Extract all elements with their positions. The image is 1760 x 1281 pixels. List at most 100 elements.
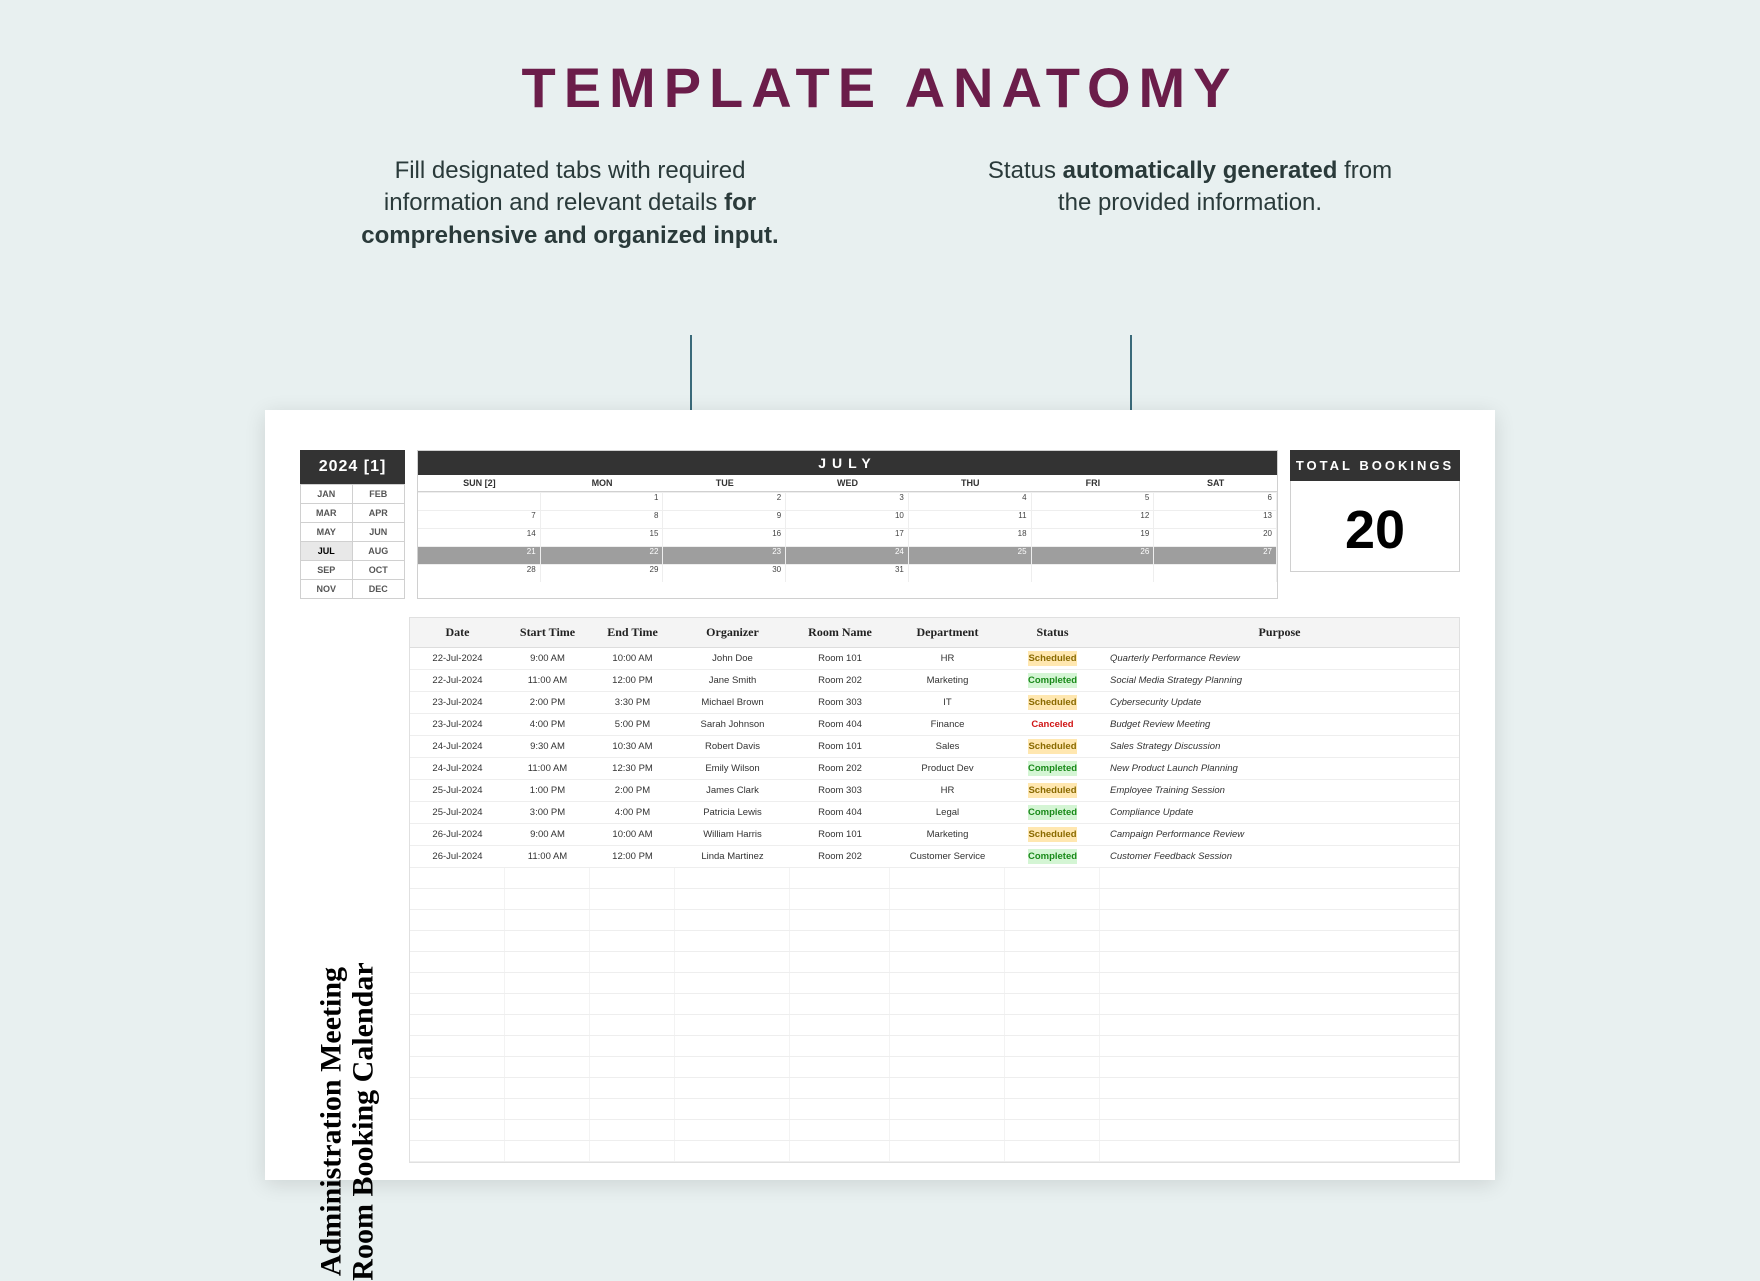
cal-cell[interactable]: 19: [1032, 528, 1155, 546]
caption-right-pre: Status: [988, 157, 1063, 184]
month-cell-aug[interactable]: AUG: [353, 541, 405, 560]
table-cell: William Harris: [675, 824, 790, 845]
cal-cell[interactable]: [1032, 564, 1155, 582]
table-row: 24-Jul-202411:00 AM12:30 PMEmily WilsonR…: [410, 758, 1459, 780]
table-header: DateStart TimeEnd TimeOrganizerRoom Name…: [410, 618, 1459, 648]
empty-row: [410, 952, 1459, 973]
cal-day-header: FRI: [1032, 475, 1155, 491]
cal-cell[interactable]: 15: [541, 528, 664, 546]
purpose-cell: Quarterly Performance Review: [1100, 648, 1459, 669]
cal-cell[interactable]: 1: [541, 492, 664, 510]
cal-cell[interactable]: 17: [786, 528, 909, 546]
empty-row: [410, 1078, 1459, 1099]
table-row: 22-Jul-202411:00 AM12:00 PMJane SmithRoo…: [410, 670, 1459, 692]
cal-cell[interactable]: 27: [1154, 546, 1277, 564]
table-cell: 10:30 AM: [590, 736, 675, 757]
month-cell-may[interactable]: MAY: [301, 522, 353, 541]
cal-cell[interactable]: 29: [541, 564, 664, 582]
table-cell: 12:00 PM: [590, 846, 675, 867]
table-row: 23-Jul-20244:00 PM5:00 PMSarah JohnsonRo…: [410, 714, 1459, 736]
cal-day-header: TUE: [663, 475, 786, 491]
month-cell-mar[interactable]: MAR: [301, 503, 353, 522]
table-cell: 23-Jul-2024: [410, 692, 505, 713]
status-cell: Completed: [1005, 802, 1100, 823]
status-badge: Scheduled: [1028, 651, 1076, 666]
purpose-cell: Campaign Performance Review: [1100, 824, 1459, 845]
status-cell: Completed: [1005, 758, 1100, 779]
cal-cell[interactable]: 7: [418, 510, 541, 528]
cal-cell[interactable]: [418, 492, 541, 510]
table-cell: 23-Jul-2024: [410, 714, 505, 735]
month-cell-feb[interactable]: FEB: [353, 484, 405, 503]
cal-cell[interactable]: 12: [1032, 510, 1155, 528]
table-row: 25-Jul-20243:00 PM4:00 PMPatricia LewisR…: [410, 802, 1459, 824]
table-cell: Marketing: [890, 824, 1005, 845]
empty-row: [410, 1036, 1459, 1057]
month-cell-apr[interactable]: APR: [353, 503, 405, 522]
cal-cell[interactable]: 22: [541, 546, 664, 564]
cal-cell[interactable]: 2: [663, 492, 786, 510]
status-badge: Scheduled: [1028, 783, 1076, 798]
table-cell: 3:30 PM: [590, 692, 675, 713]
cal-day-header: SAT: [1154, 475, 1277, 491]
purpose-cell: Employee Training Session: [1100, 780, 1459, 801]
lower-section: Administration Meeting Room Booking Cale…: [300, 617, 1460, 1163]
cal-cell[interactable]: 16: [663, 528, 786, 546]
cal-cell[interactable]: 13: [1154, 510, 1277, 528]
cal-cell[interactable]: 11: [909, 510, 1032, 528]
cal-cell[interactable]: 4: [909, 492, 1032, 510]
side-title-line1: Administration Meeting: [315, 967, 348, 1276]
month-cell-nov[interactable]: NOV: [301, 579, 353, 598]
status-badge: Completed: [1028, 849, 1077, 864]
empty-row: [410, 889, 1459, 910]
cal-cell[interactable]: 21: [418, 546, 541, 564]
cal-cell[interactable]: 24: [786, 546, 909, 564]
cal-cell[interactable]: 14: [418, 528, 541, 546]
cal-cell[interactable]: 3: [786, 492, 909, 510]
month-cell-oct[interactable]: OCT: [353, 560, 405, 579]
table-cell: John Doe: [675, 648, 790, 669]
cal-cell[interactable]: 20: [1154, 528, 1277, 546]
template-card: 2024 [1] JANFEBMARAPRMAYJUNJULAUGSEPOCTN…: [265, 410, 1495, 1180]
caption-left: Fill designated tabs with required infor…: [360, 155, 780, 252]
cal-cell[interactable]: 23: [663, 546, 786, 564]
cal-cell[interactable]: [1154, 564, 1277, 582]
month-cell-jun[interactable]: JUN: [353, 522, 405, 541]
cal-cell[interactable]: 18: [909, 528, 1032, 546]
table-cell: 2:00 PM: [505, 692, 590, 713]
month-cell-jan[interactable]: JAN: [301, 484, 353, 503]
cal-cell[interactable]: 10: [786, 510, 909, 528]
cal-cell[interactable]: 25: [909, 546, 1032, 564]
table-cell: 22-Jul-2024: [410, 648, 505, 669]
table-cell: 11:00 AM: [505, 670, 590, 691]
cal-cell[interactable]: 8: [541, 510, 664, 528]
cal-cell[interactable]: [909, 564, 1032, 582]
calendar-body: 1234567891011121314151617181920212223242…: [418, 492, 1277, 582]
month-grid: JANFEBMARAPRMAYJUNJULAUGSEPOCTNOVDEC: [300, 484, 405, 599]
month-cell-dec[interactable]: DEC: [353, 579, 405, 598]
cal-cell[interactable]: 6: [1154, 492, 1277, 510]
table-row: 26-Jul-202411:00 AM12:00 PMLinda Martine…: [410, 846, 1459, 868]
cal-cell[interactable]: 26: [1032, 546, 1155, 564]
purpose-cell: Sales Strategy Discussion: [1100, 736, 1459, 757]
empty-row: [410, 1015, 1459, 1036]
table-cell: Legal: [890, 802, 1005, 823]
status-cell: Scheduled: [1005, 648, 1100, 669]
month-cell-jul[interactable]: JUL: [301, 541, 353, 560]
month-cell-sep[interactable]: SEP: [301, 560, 353, 579]
table-cell: Customer Service: [890, 846, 1005, 867]
cal-cell[interactable]: 5: [1032, 492, 1155, 510]
cal-cell[interactable]: 28: [418, 564, 541, 582]
cal-cell[interactable]: 9: [663, 510, 786, 528]
status-cell: Scheduled: [1005, 780, 1100, 801]
status-badge: Completed: [1028, 761, 1077, 776]
empty-row: [410, 868, 1459, 889]
table-cell: HR: [890, 648, 1005, 669]
bookings-label: TOTAL BOOKINGS: [1290, 450, 1460, 481]
cal-cell[interactable]: 31: [786, 564, 909, 582]
purpose-cell: New Product Launch Planning: [1100, 758, 1459, 779]
cal-cell[interactable]: 30: [663, 564, 786, 582]
empty-rows: [410, 868, 1459, 1162]
status-badge: Completed: [1028, 673, 1077, 688]
table-row: 24-Jul-20249:30 AM10:30 AMRobert DavisRo…: [410, 736, 1459, 758]
